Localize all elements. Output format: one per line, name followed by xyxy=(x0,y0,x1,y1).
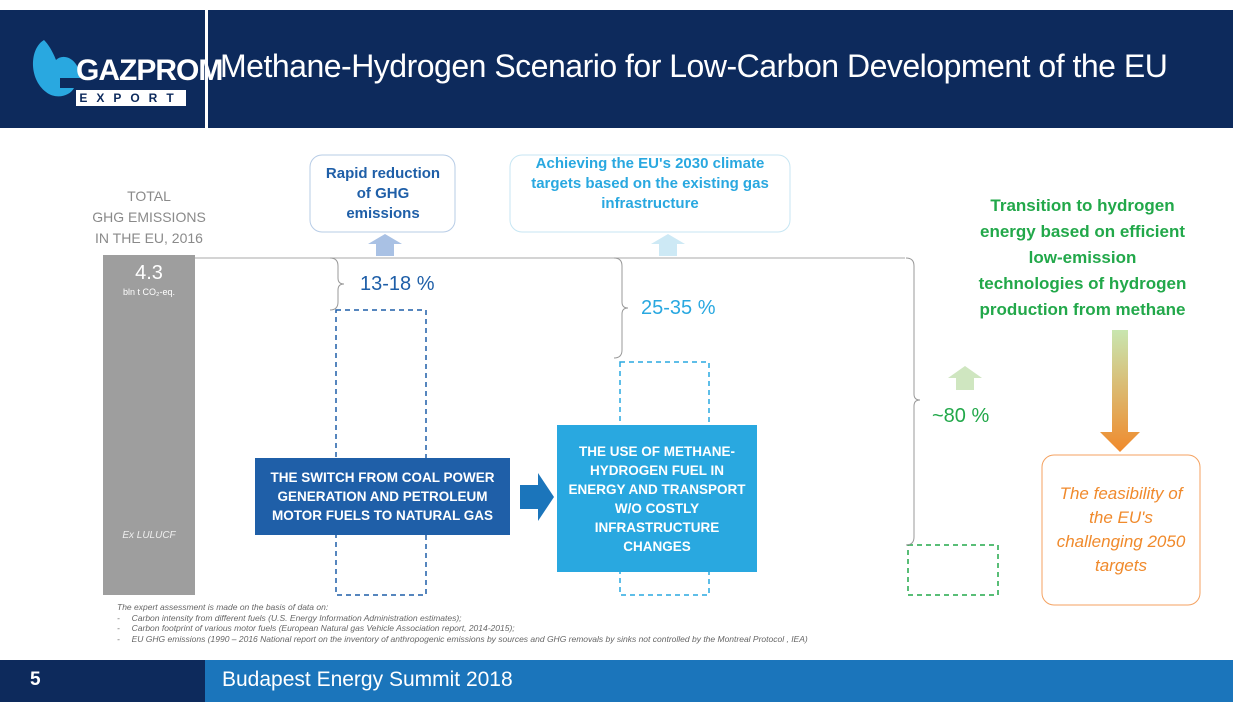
header-divider xyxy=(205,10,208,128)
page-number: 5 xyxy=(30,669,41,690)
brace xyxy=(905,257,921,546)
goal-text: Transition to hydrogen energy based on e… xyxy=(978,196,1187,319)
right-arrow xyxy=(520,473,554,521)
total-note: Ex LULUCF xyxy=(122,530,176,541)
goal-text: Achieving the EU's 2030 climate targets … xyxy=(531,155,769,212)
goal-box xyxy=(309,154,456,233)
footnote: The expert assessment is made on the bas… xyxy=(117,602,329,612)
reduction-label: 25-35 % xyxy=(641,297,716,319)
measure-text: THE USE OF METHANE-HYDROGEN FUEL IN ENER… xyxy=(568,443,746,554)
event-name: Budapest Energy Summit 2018 xyxy=(222,668,513,691)
slide-title: Methane-Hydrogen Scenario for Low-Carbon… xyxy=(220,48,1168,84)
brace xyxy=(613,257,629,359)
goal-text: Rapid reduction of GHG emissions xyxy=(325,165,441,222)
dashed-bar xyxy=(907,544,999,596)
dashed-bar xyxy=(335,309,427,596)
measure-box xyxy=(557,425,757,572)
outcome-box xyxy=(1041,454,1201,606)
brace xyxy=(329,257,345,311)
total-value: 4.3 xyxy=(135,262,163,284)
logo-mark xyxy=(33,40,80,97)
footer-band xyxy=(0,660,1233,702)
logo-sub: EXPORT xyxy=(79,91,183,105)
total-label-line: GHG EMISSIONS xyxy=(92,209,206,225)
down-arrow xyxy=(1100,330,1140,452)
total-unit: bln t CO₂-eq. xyxy=(122,287,175,297)
outcome-text: The feasibility of the EU's challenging … xyxy=(1056,484,1186,575)
logo-name: GAZPROM xyxy=(76,54,223,87)
measure-box xyxy=(255,458,510,535)
logo-band xyxy=(76,90,186,106)
goal-box xyxy=(509,154,791,233)
footnote: - Carbon footprint of various motor fuel… xyxy=(117,623,515,633)
total-bar xyxy=(103,255,195,595)
up-arrow xyxy=(651,234,685,256)
up-arrow xyxy=(368,234,402,256)
measure-text: THE SWITCH FROM COAL POWER GENERATION AN… xyxy=(270,470,495,523)
up-arrow xyxy=(948,366,982,390)
footnotes: The expert assessment is made on the bas… xyxy=(117,602,808,644)
footer-left xyxy=(0,660,205,702)
reduction-label: ~80 % xyxy=(932,405,990,427)
total-label: TOTAL GHG EMISSIONS IN THE EU, 2016 xyxy=(88,186,210,249)
footnote: - Carbon intensity from different fuels … xyxy=(117,612,462,623)
footnote: - EU GHG emissions (1990 – 2016 National… xyxy=(117,633,808,644)
total-label-line: IN THE EU, 2016 xyxy=(95,230,203,246)
reduction-label: 13-18 % xyxy=(360,273,435,295)
total-label-line: TOTAL xyxy=(127,188,171,204)
